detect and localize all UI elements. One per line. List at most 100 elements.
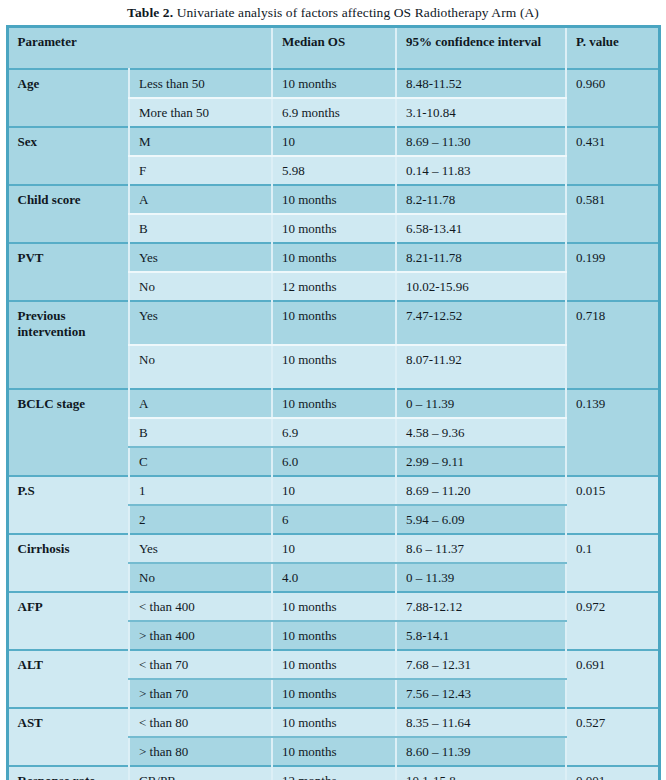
parameter-cell: ALT [7,650,129,708]
median-os-cell: 10 months [272,185,396,214]
table-row: AFP< than 40010 months7.88-12.120.972 [7,592,659,621]
subcategory-cell: Less than 50 [129,69,272,98]
header-parameter: Parameter [7,27,272,70]
median-os-cell: 10 months [272,708,396,737]
confidence-interval-cell: 0.14 – 11.83 [396,156,566,185]
parameter-cell: BCLC stage [7,389,129,476]
median-os-cell: 10 months [272,214,396,243]
subcategory-cell: CR/PR [129,766,272,780]
p-value-cell: 0.527 [566,708,659,766]
confidence-interval-cell: 8.60 – 11.39 [396,737,566,766]
p-value-cell: 0.139 [566,389,659,476]
confidence-interval-cell: 8.6 – 11.37 [396,534,566,563]
confidence-interval-cell: 0 – 11.39 [396,563,566,592]
table-header: Parameter Median OS 95% confidence inter… [7,27,659,70]
subcategory-cell: > than 70 [129,679,272,708]
confidence-interval-cell: 8.21-11.78 [396,243,566,272]
subcategory-cell: < than 80 [129,708,272,737]
subcategory-cell: B [129,214,272,243]
subcategory-cell: M [129,127,272,156]
table-row: P.S1108.69 – 11.200.015 [7,476,659,505]
table-row: AgeLess than 5010 months8.48-11.520.960 [7,69,659,98]
parameter-cell: P.S [7,476,129,534]
p-value-cell: 0.972 [566,592,659,650]
median-os-cell: 12 months [272,766,396,780]
univariate-analysis-table: Parameter Median OS 95% confidence inter… [6,25,661,780]
group-pvt: PVTYes10 months8.21-11.780.199No12 month… [7,243,659,301]
group-ast: AST< than 8010 months8.35 – 11.640.527> … [7,708,659,766]
subcategory-cell: < than 400 [129,592,272,621]
subcategory-cell: Yes [129,301,272,345]
p-value-cell: 0.581 [566,185,659,243]
parameter-cell: Sex [7,127,129,185]
confidence-interval-cell: 8.69 – 11.20 [396,476,566,505]
median-os-cell: 10 months [272,650,396,679]
confidence-interval-cell: 6.58-13.41 [396,214,566,243]
table-row: PVTYes10 months8.21-11.780.199 [7,243,659,272]
group-response-rate: Response rateCR/PR12 months10.1-15.80.00… [7,766,659,780]
group-cirrhosis: CirrhosisYes108.6 – 11.370.1No4.00 – 11.… [7,534,659,592]
subcategory-cell: No [129,563,272,592]
confidence-interval-cell: 8.07-11.92 [396,345,566,389]
median-os-cell: 6.0 [272,447,396,476]
confidence-interval-cell: 7.88-12.12 [396,592,566,621]
parameter-cell: Previous intervention [7,301,129,389]
median-os-cell: 10 months [272,301,396,345]
table-row: Child scoreA10 months8.2-11.780.581 [7,185,659,214]
table-title-text: Univariate analysis of factors affecting… [173,5,539,20]
subcategory-cell: C [129,447,272,476]
subcategory-cell: Yes [129,534,272,563]
median-os-cell: 10 months [272,69,396,98]
parameter-cell: PVT [7,243,129,301]
table-row: AST< than 8010 months8.35 – 11.640.527 [7,708,659,737]
median-os-cell: 12 months [272,272,396,301]
parameter-cell: AST [7,708,129,766]
subcategory-cell: > than 80 [129,737,272,766]
group-bclc-stage: BCLC stageA10 months0 – 11.390.139B6.94.… [7,389,659,476]
median-os-cell: 10 [272,476,396,505]
group-age: AgeLess than 5010 months8.48-11.520.960M… [7,69,659,127]
median-os-cell: 6 [272,505,396,534]
group-sex: SexM108.69 – 11.300.431F5.980.14 – 11.83 [7,127,659,185]
parameter-cell: Cirrhosis [7,534,129,592]
table-row: BCLC stageA10 months0 – 11.390.139 [7,389,659,418]
header-median-os: Median OS [272,27,396,70]
confidence-interval-cell: 8.48-11.52 [396,69,566,98]
parameter-cell: Age [7,69,129,127]
confidence-interval-cell: 0 – 11.39 [396,389,566,418]
median-os-cell: 6.9 [272,418,396,447]
confidence-interval-cell: 4.58 – 9.36 [396,418,566,447]
median-os-cell: 10 months [272,243,396,272]
subcategory-cell: Yes [129,243,272,272]
parameter-cell: Response rate [7,766,129,780]
confidence-interval-cell: 2.99 – 9.11 [396,447,566,476]
group-p-s: P.S1108.69 – 11.200.015265.94 – 6.09 [7,476,659,534]
median-os-cell: 10 months [272,345,396,389]
confidence-interval-cell: 7.47-12.52 [396,301,566,345]
header-p-value: P. value [566,27,659,70]
subcategory-cell: < than 70 [129,650,272,679]
group-previous-intervention: Previous interventionYes10 months7.47-12… [7,301,659,389]
median-os-cell: 10 months [272,737,396,766]
median-os-cell: 5.98 [272,156,396,185]
parameter-cell: Child score [7,185,129,243]
table-row: SexM108.69 – 11.300.431 [7,127,659,156]
p-value-cell: 0.015 [566,476,659,534]
subcategory-cell: A [129,389,272,418]
table-row: Response rateCR/PR12 months10.1-15.80.00… [7,766,659,780]
confidence-interval-cell: 8.35 – 11.64 [396,708,566,737]
p-value-cell: 0.1 [566,534,659,592]
confidence-interval-cell: 8.2-11.78 [396,185,566,214]
table-row: CirrhosisYes108.6 – 11.370.1 [7,534,659,563]
median-os-cell: 10 [272,534,396,563]
parameter-cell: AFP [7,592,129,650]
table-title: Table 2. Univariate analysis of factors … [0,5,666,21]
p-value-cell: 0.199 [566,243,659,301]
median-os-cell: 4.0 [272,563,396,592]
confidence-interval-cell: 7.68 – 12.31 [396,650,566,679]
group-child-score: Child scoreA10 months8.2-11.780.581B10 m… [7,185,659,243]
subcategory-cell: B [129,418,272,447]
median-os-cell: 10 months [272,621,396,650]
subcategory-cell: > than 400 [129,621,272,650]
median-os-cell: 10 [272,127,396,156]
